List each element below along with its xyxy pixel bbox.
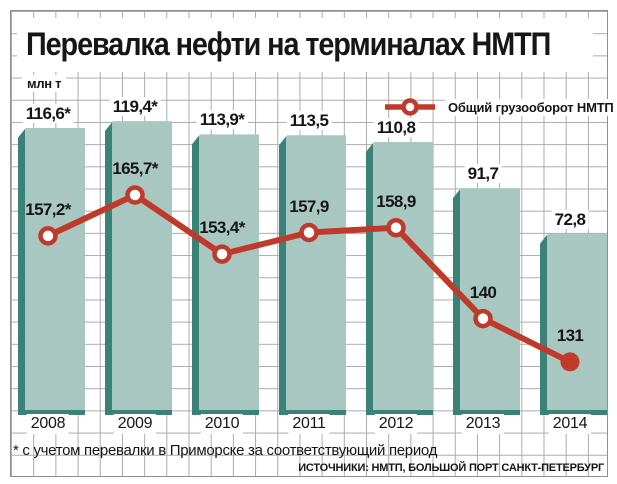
- title-box: Перевалка нефти на терминалах НМТП: [17, 18, 593, 72]
- legend: Общий грузооборот НМТП: [383, 96, 617, 118]
- bar-2008: [18, 127, 85, 415]
- bar-value-label: 91,7: [464, 164, 502, 184]
- footnote: * с учетом перевалки в Приморске за соот…: [13, 442, 438, 459]
- bar-2014: [540, 233, 607, 415]
- bar-value-label: 113,9*: [196, 110, 248, 130]
- x-axis-year-label: 2011: [288, 414, 330, 434]
- y-axis-units-label: млн т: [22, 75, 67, 92]
- chart-title: Перевалка нефти на терминалах НМТП: [26, 26, 551, 62]
- bar-2010: [192, 134, 259, 415]
- bar-value-label: 110,8: [373, 117, 419, 137]
- line-value-label: 157,9: [289, 196, 329, 216]
- line-value-label: 131: [556, 325, 584, 345]
- bar-2012: [366, 141, 433, 415]
- line-value-label: 157,2*: [25, 199, 71, 219]
- x-axis-year-label: 2014: [548, 414, 592, 434]
- line-value-label: 158,9: [376, 191, 416, 211]
- bar-value-label: 113,5: [286, 111, 332, 131]
- source-credit: ИСТОЧНИКИ: НМТП, БОЛЬШОЙ ПОРТ САНКТ-ПЕТЕ…: [298, 462, 604, 474]
- line-value-label: 153,4*: [199, 218, 245, 238]
- x-axis-year-label: 2013: [461, 414, 505, 434]
- x-axis-year-label: 2008: [26, 414, 70, 434]
- bar-value-label: 72,8: [551, 209, 589, 229]
- x-axis-year-label: 2010: [200, 414, 244, 434]
- line-value-label: 140: [469, 282, 497, 302]
- bar-value-label: 116,6*: [22, 103, 74, 123]
- bar-2011: [279, 135, 346, 415]
- line-value-label: 165,7*: [112, 159, 158, 178]
- x-axis-year-label: 2009: [113, 414, 157, 434]
- bar-value-label: 119,4*: [109, 97, 161, 117]
- x-axis-year-label: 2012: [374, 414, 418, 434]
- legend-line-marker-icon: [385, 98, 435, 116]
- legend-label: Общий грузооборот НМТП: [445, 98, 617, 116]
